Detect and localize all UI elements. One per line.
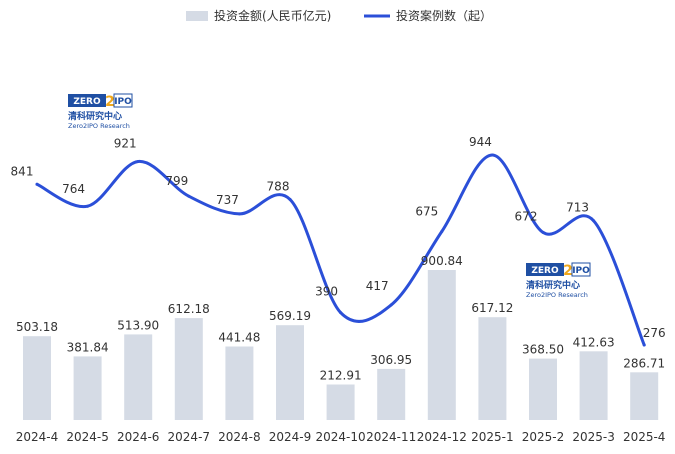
bar-2024-5 xyxy=(73,356,102,420)
bar-2024-12 xyxy=(427,270,456,420)
line-value-label: 944 xyxy=(469,135,492,149)
bar-value-label: 513.90 xyxy=(117,318,159,332)
line-value-label: 788 xyxy=(267,179,290,193)
bar-value-label: 412.63 xyxy=(573,335,615,349)
line-point-2024-4 xyxy=(35,182,39,186)
x-tick-label: 2024-11 xyxy=(366,430,416,444)
logo-text-right: IPO xyxy=(114,97,132,107)
line-series xyxy=(35,153,646,347)
line-value-label: 713 xyxy=(566,201,589,215)
logo-box-left xyxy=(68,94,106,107)
line-point-2025-2 xyxy=(541,230,545,234)
x-tick-label: 2024-8 xyxy=(218,430,261,444)
logo-cn-name: 清科研究中心 xyxy=(526,279,580,291)
x-axis-ticks: 2024-4 2024-5 2024-6 2024-7 2024-8 2024-9 2024… xyxy=(16,430,666,444)
line-point-2024-5 xyxy=(86,204,90,208)
legend-label-line: 投资案例数（起） xyxy=(396,8,492,23)
bar-value-label: 381.84 xyxy=(67,340,109,354)
line-value-label: 417 xyxy=(366,279,389,293)
bar-value-label: 617.12 xyxy=(471,301,513,315)
line-value-label: 675 xyxy=(415,205,438,219)
case-count-line xyxy=(35,153,646,347)
x-tick-label: 2025-4 xyxy=(623,430,666,444)
line-value-label: 841 xyxy=(11,164,34,178)
logo-text-right: IPO xyxy=(572,266,590,276)
bar-value-label: 900.84 xyxy=(421,254,463,268)
bar-2024-11 xyxy=(377,368,406,420)
bar-series xyxy=(23,270,659,420)
logo-box-right xyxy=(113,93,133,108)
x-tick-label: 2024-6 xyxy=(117,430,160,444)
x-tick-label: 2025-2 xyxy=(522,430,565,444)
line-point-2024-9 xyxy=(288,197,292,201)
bar-value-label: 286.71 xyxy=(623,356,665,370)
line-point-2025-1 xyxy=(490,153,494,157)
bar-value-label: 569.19 xyxy=(269,309,311,323)
bar-value-label: 212.91 xyxy=(320,369,362,383)
logo-cn-name: 清科研究中心 xyxy=(68,110,122,122)
line-value-labels: 841 764 921 799 737 788 390 417 675 944 672 713 276 xyxy=(11,135,666,340)
bar-2024-7 xyxy=(174,318,203,420)
bar-2024-4 xyxy=(23,336,51,420)
logo-box-right xyxy=(571,262,591,277)
logo-en-name: Zero2IPO Research xyxy=(68,122,130,130)
bar-2024-10 xyxy=(326,384,355,420)
x-tick-label: 2024-7 xyxy=(168,430,211,444)
line-value-label: 390 xyxy=(315,285,338,299)
bar-value-label: 441.48 xyxy=(218,331,260,345)
bar-value-label: 306.95 xyxy=(370,353,412,367)
bar-value-label: 612.18 xyxy=(168,302,210,316)
bar-value-labels: 503.18 381.84 513.90 612.18 441.48 569.19 212.… xyxy=(16,254,665,383)
line-point-2024-8 xyxy=(237,212,241,216)
x-tick-label: 2025-1 xyxy=(471,430,514,444)
legend-label-bar: 投资金额(人民币亿元) xyxy=(214,8,331,23)
line-value-label: 799 xyxy=(165,174,188,188)
logo-text-left: ZERO xyxy=(73,97,101,107)
bar-2025-1 xyxy=(478,317,507,420)
bar-value-label: 503.18 xyxy=(16,320,58,334)
line-value-label: 737 xyxy=(216,193,239,207)
bar-2025-3 xyxy=(579,351,608,420)
logo-en-name: Zero2IPO Research xyxy=(526,291,588,299)
logo-box-left xyxy=(526,263,564,276)
line-point-2024-12 xyxy=(440,230,444,233)
line-point-2024-10 xyxy=(339,311,343,315)
logo-text-left: ZERO xyxy=(531,266,559,276)
line-point-2024-11 xyxy=(389,303,393,307)
x-tick-label: 2024-9 xyxy=(269,430,312,444)
bar-2024-6 xyxy=(124,334,153,420)
legend: 投资金额(人民币亿元) 投资案例数（起） xyxy=(186,8,492,23)
bar-2024-9 xyxy=(276,325,304,420)
line-value-label: 276 xyxy=(643,326,666,340)
line-point-2025-3 xyxy=(592,219,596,223)
line-point-2024-6 xyxy=(136,160,140,163)
bar-value-label: 368.50 xyxy=(522,343,564,357)
legend-swatch-bar xyxy=(186,11,208,21)
x-tick-label: 2025-3 xyxy=(572,430,615,444)
line-point-2024-7 xyxy=(187,194,191,198)
logo-digit: 2 xyxy=(105,94,115,110)
bar-2025-2 xyxy=(529,358,557,420)
line-value-label: 764 xyxy=(62,182,85,196)
bar-2025-4 xyxy=(630,372,659,420)
logo-digit: 2 xyxy=(563,263,573,279)
line-point-2025-4 xyxy=(642,343,646,347)
x-tick-label: 2024-5 xyxy=(66,430,109,444)
x-tick-label: 2024-12 xyxy=(417,430,467,444)
x-tick-label: 2024-4 xyxy=(16,430,59,444)
x-tick-label: 2024-10 xyxy=(316,430,366,444)
line-value-label: 672 xyxy=(515,209,538,223)
bar-2024-8 xyxy=(225,346,254,420)
line-value-label: 921 xyxy=(114,137,137,151)
